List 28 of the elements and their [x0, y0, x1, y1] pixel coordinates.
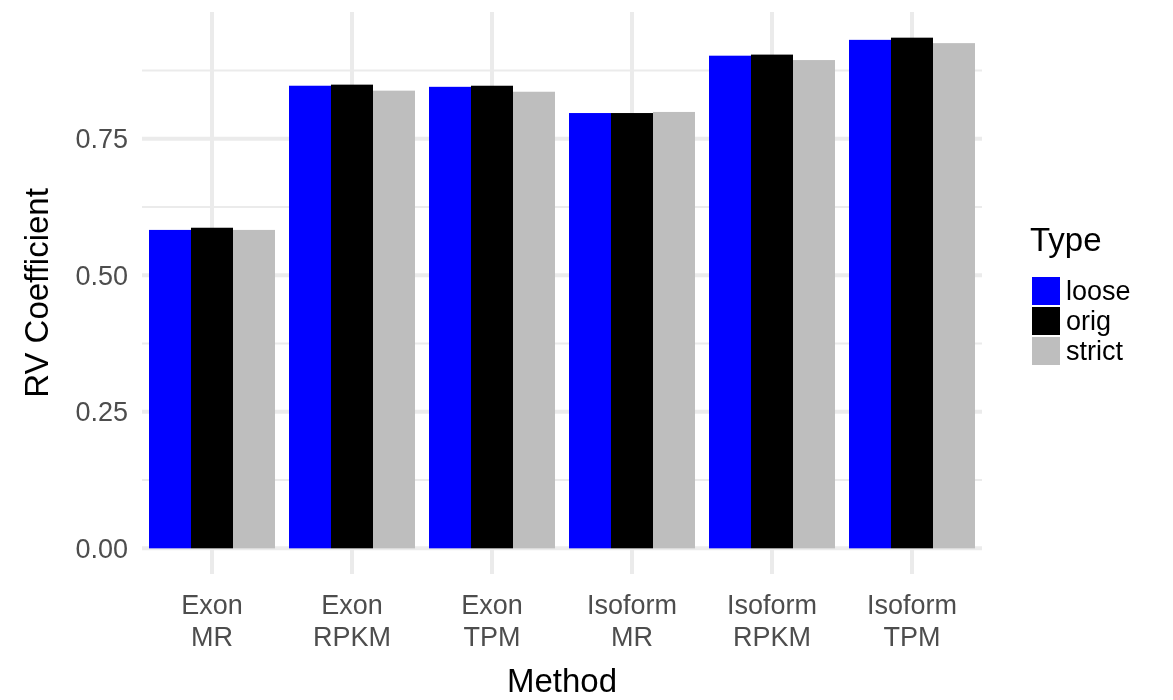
- bar: [569, 113, 611, 549]
- bar: [849, 39, 891, 549]
- legend-label: strict: [1066, 336, 1124, 367]
- bar: [149, 229, 191, 549]
- bar: [429, 86, 471, 549]
- legend-label: orig: [1066, 306, 1112, 337]
- y-tick-label: 0.00: [75, 533, 128, 564]
- legend-label: loose: [1066, 276, 1131, 307]
- x-tick-label: Isoform TPM: [866, 590, 958, 652]
- bar: [289, 85, 331, 549]
- x-tick-label: Isoform MR: [586, 590, 678, 652]
- bar: [233, 229, 275, 549]
- bar: [933, 43, 975, 549]
- bar: [653, 111, 695, 549]
- x-tick-label: Isoform RPKM: [726, 590, 818, 652]
- y-axis-title: RV Coefficient: [18, 188, 55, 398]
- x-tick-label: Exon MR: [181, 590, 243, 652]
- x-tick-label: Exon RPKM: [312, 590, 392, 652]
- x-axis-title: Method: [506, 662, 618, 699]
- legend-title: Type: [1030, 221, 1102, 258]
- x-tick-label: Exon TPM: [461, 590, 523, 652]
- bar: [709, 55, 751, 549]
- y-tick-label: 0.50: [75, 260, 128, 291]
- bar: [793, 60, 835, 549]
- bar: [513, 91, 555, 549]
- bar: [373, 90, 415, 549]
- y-tick-label: 0.75: [75, 124, 128, 155]
- y-tick-label: 0.25: [75, 397, 128, 428]
